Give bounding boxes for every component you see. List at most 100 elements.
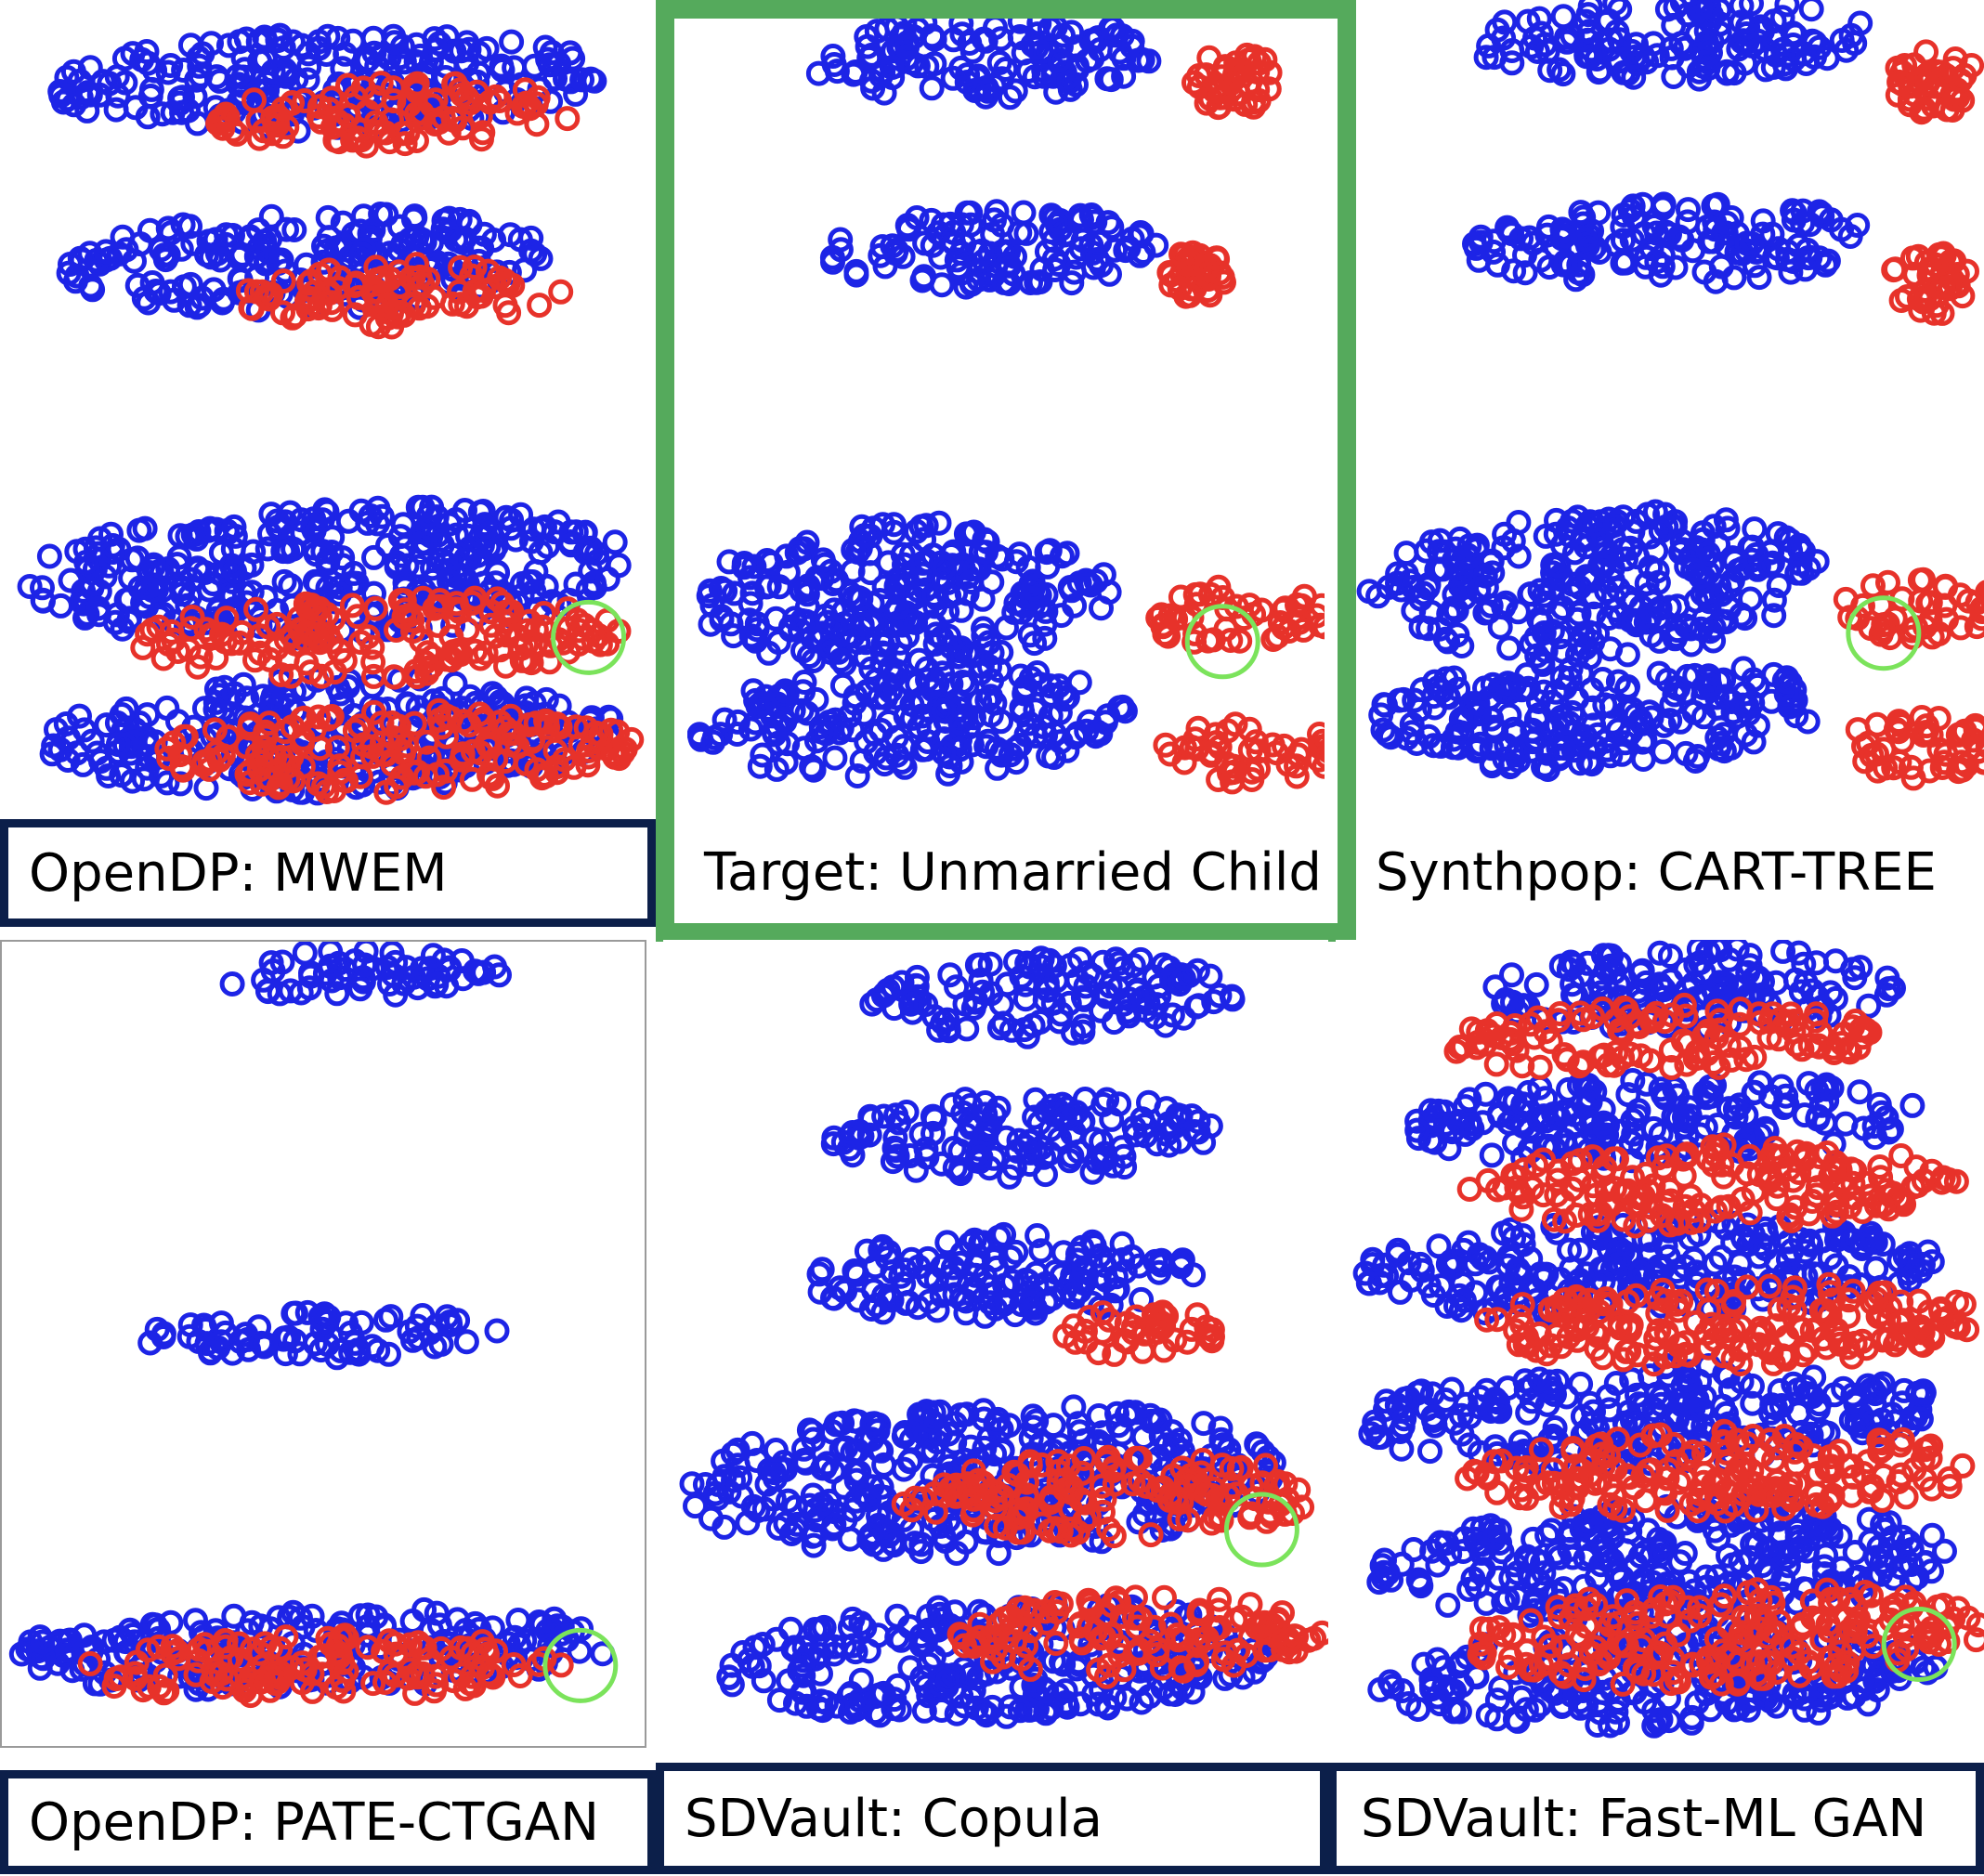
blue-point bbox=[85, 740, 111, 766]
blue-point bbox=[1782, 22, 1808, 48]
blue-point bbox=[1499, 50, 1525, 76]
red-point bbox=[1951, 62, 1977, 88]
blue-point bbox=[180, 230, 206, 256]
blue-point bbox=[117, 606, 142, 632]
red-point bbox=[1258, 1500, 1284, 1526]
red-point bbox=[260, 105, 286, 131]
blue-point bbox=[908, 1121, 934, 1147]
blue-point bbox=[970, 586, 996, 612]
red-point bbox=[170, 757, 196, 783]
blue-point bbox=[394, 553, 420, 579]
red-point bbox=[292, 88, 318, 113]
blue-point bbox=[1059, 270, 1085, 296]
red-point bbox=[278, 663, 304, 689]
blue-point bbox=[859, 1474, 885, 1500]
blue-point bbox=[390, 512, 416, 538]
red-point bbox=[392, 597, 418, 623]
red-point bbox=[161, 730, 187, 756]
blue-point bbox=[1739, 0, 1764, 17]
red-point bbox=[280, 305, 306, 331]
blue-point bbox=[815, 609, 841, 635]
blue-point bbox=[281, 217, 307, 242]
red-point bbox=[146, 1634, 172, 1660]
blue-point bbox=[1051, 1651, 1077, 1677]
blue-point bbox=[773, 1511, 799, 1537]
blue-point bbox=[131, 766, 157, 792]
blue-point bbox=[309, 1316, 335, 1342]
blue-point bbox=[391, 971, 417, 997]
blue-point bbox=[1735, 14, 1761, 40]
red-point bbox=[235, 1671, 260, 1697]
red-point bbox=[1275, 751, 1301, 777]
blue-point bbox=[721, 623, 747, 649]
blue-point bbox=[426, 31, 452, 57]
blue-point bbox=[1492, 9, 1518, 35]
blue-point bbox=[879, 1287, 905, 1313]
blue-point bbox=[1411, 580, 1436, 606]
red-point bbox=[1028, 1452, 1054, 1478]
blue-point bbox=[186, 519, 212, 544]
red-point bbox=[1227, 59, 1253, 85]
blue-point bbox=[384, 554, 410, 580]
blue-point bbox=[187, 293, 213, 319]
blue-point bbox=[1111, 991, 1137, 1017]
blue-point bbox=[1638, 622, 1664, 648]
red-point bbox=[448, 254, 474, 280]
blue-point bbox=[1798, 0, 1824, 22]
red-point bbox=[1175, 1507, 1201, 1533]
blue-point bbox=[864, 987, 890, 1013]
red-point bbox=[331, 1678, 357, 1704]
blue-point bbox=[971, 623, 997, 648]
blue-point bbox=[849, 748, 875, 774]
red-point bbox=[322, 127, 348, 153]
red-point bbox=[348, 127, 374, 153]
blue-point bbox=[921, 1004, 947, 1030]
blue-point bbox=[507, 227, 533, 253]
red-point bbox=[492, 715, 518, 741]
red-point bbox=[1132, 1473, 1158, 1499]
red-point bbox=[1926, 620, 1951, 646]
red-point bbox=[1886, 749, 1912, 775]
red-point bbox=[445, 637, 471, 663]
blue-point bbox=[1845, 213, 1871, 238]
blue-point bbox=[111, 46, 137, 72]
red-series bbox=[77, 1622, 574, 1709]
red-point bbox=[270, 268, 296, 294]
blue-point bbox=[237, 226, 263, 252]
blue-point bbox=[1594, 736, 1620, 762]
blue-point bbox=[855, 1638, 881, 1664]
scatter-plot bbox=[663, 940, 1328, 1759]
red-point bbox=[1913, 250, 1939, 276]
blue-point bbox=[1713, 220, 1739, 246]
blue-point bbox=[1207, 983, 1233, 1009]
blue-point bbox=[919, 1408, 944, 1434]
red-point bbox=[439, 291, 465, 317]
red-point bbox=[1908, 588, 1934, 614]
red-point bbox=[389, 764, 415, 790]
red-point bbox=[1964, 590, 1984, 616]
blue-point bbox=[766, 1687, 792, 1713]
red-point bbox=[1220, 769, 1246, 795]
blue-point bbox=[816, 633, 842, 659]
blue-point bbox=[1376, 574, 1402, 600]
blue-point bbox=[309, 507, 335, 533]
blue-point bbox=[968, 1144, 994, 1170]
blue-point bbox=[1111, 63, 1137, 89]
blue-point bbox=[315, 551, 341, 577]
red-point bbox=[983, 1479, 1008, 1505]
blue-point bbox=[972, 1263, 998, 1289]
blue-point bbox=[921, 612, 947, 638]
blue-point bbox=[58, 567, 84, 593]
red-series bbox=[130, 71, 645, 805]
blue-point bbox=[1690, 527, 1716, 553]
blue-point bbox=[1651, 712, 1677, 738]
blue-point bbox=[1428, 733, 1454, 759]
blue-point bbox=[1730, 656, 1756, 682]
blue-point bbox=[1071, 1258, 1097, 1284]
blue-point bbox=[219, 971, 245, 997]
blue-point bbox=[1143, 992, 1169, 1018]
blue-point bbox=[255, 536, 281, 562]
red-point bbox=[347, 630, 373, 655]
red-point bbox=[1933, 573, 1959, 599]
panel-synthpop-cart-tree: Synthpop: CART-TREE bbox=[1356, 0, 1984, 929]
